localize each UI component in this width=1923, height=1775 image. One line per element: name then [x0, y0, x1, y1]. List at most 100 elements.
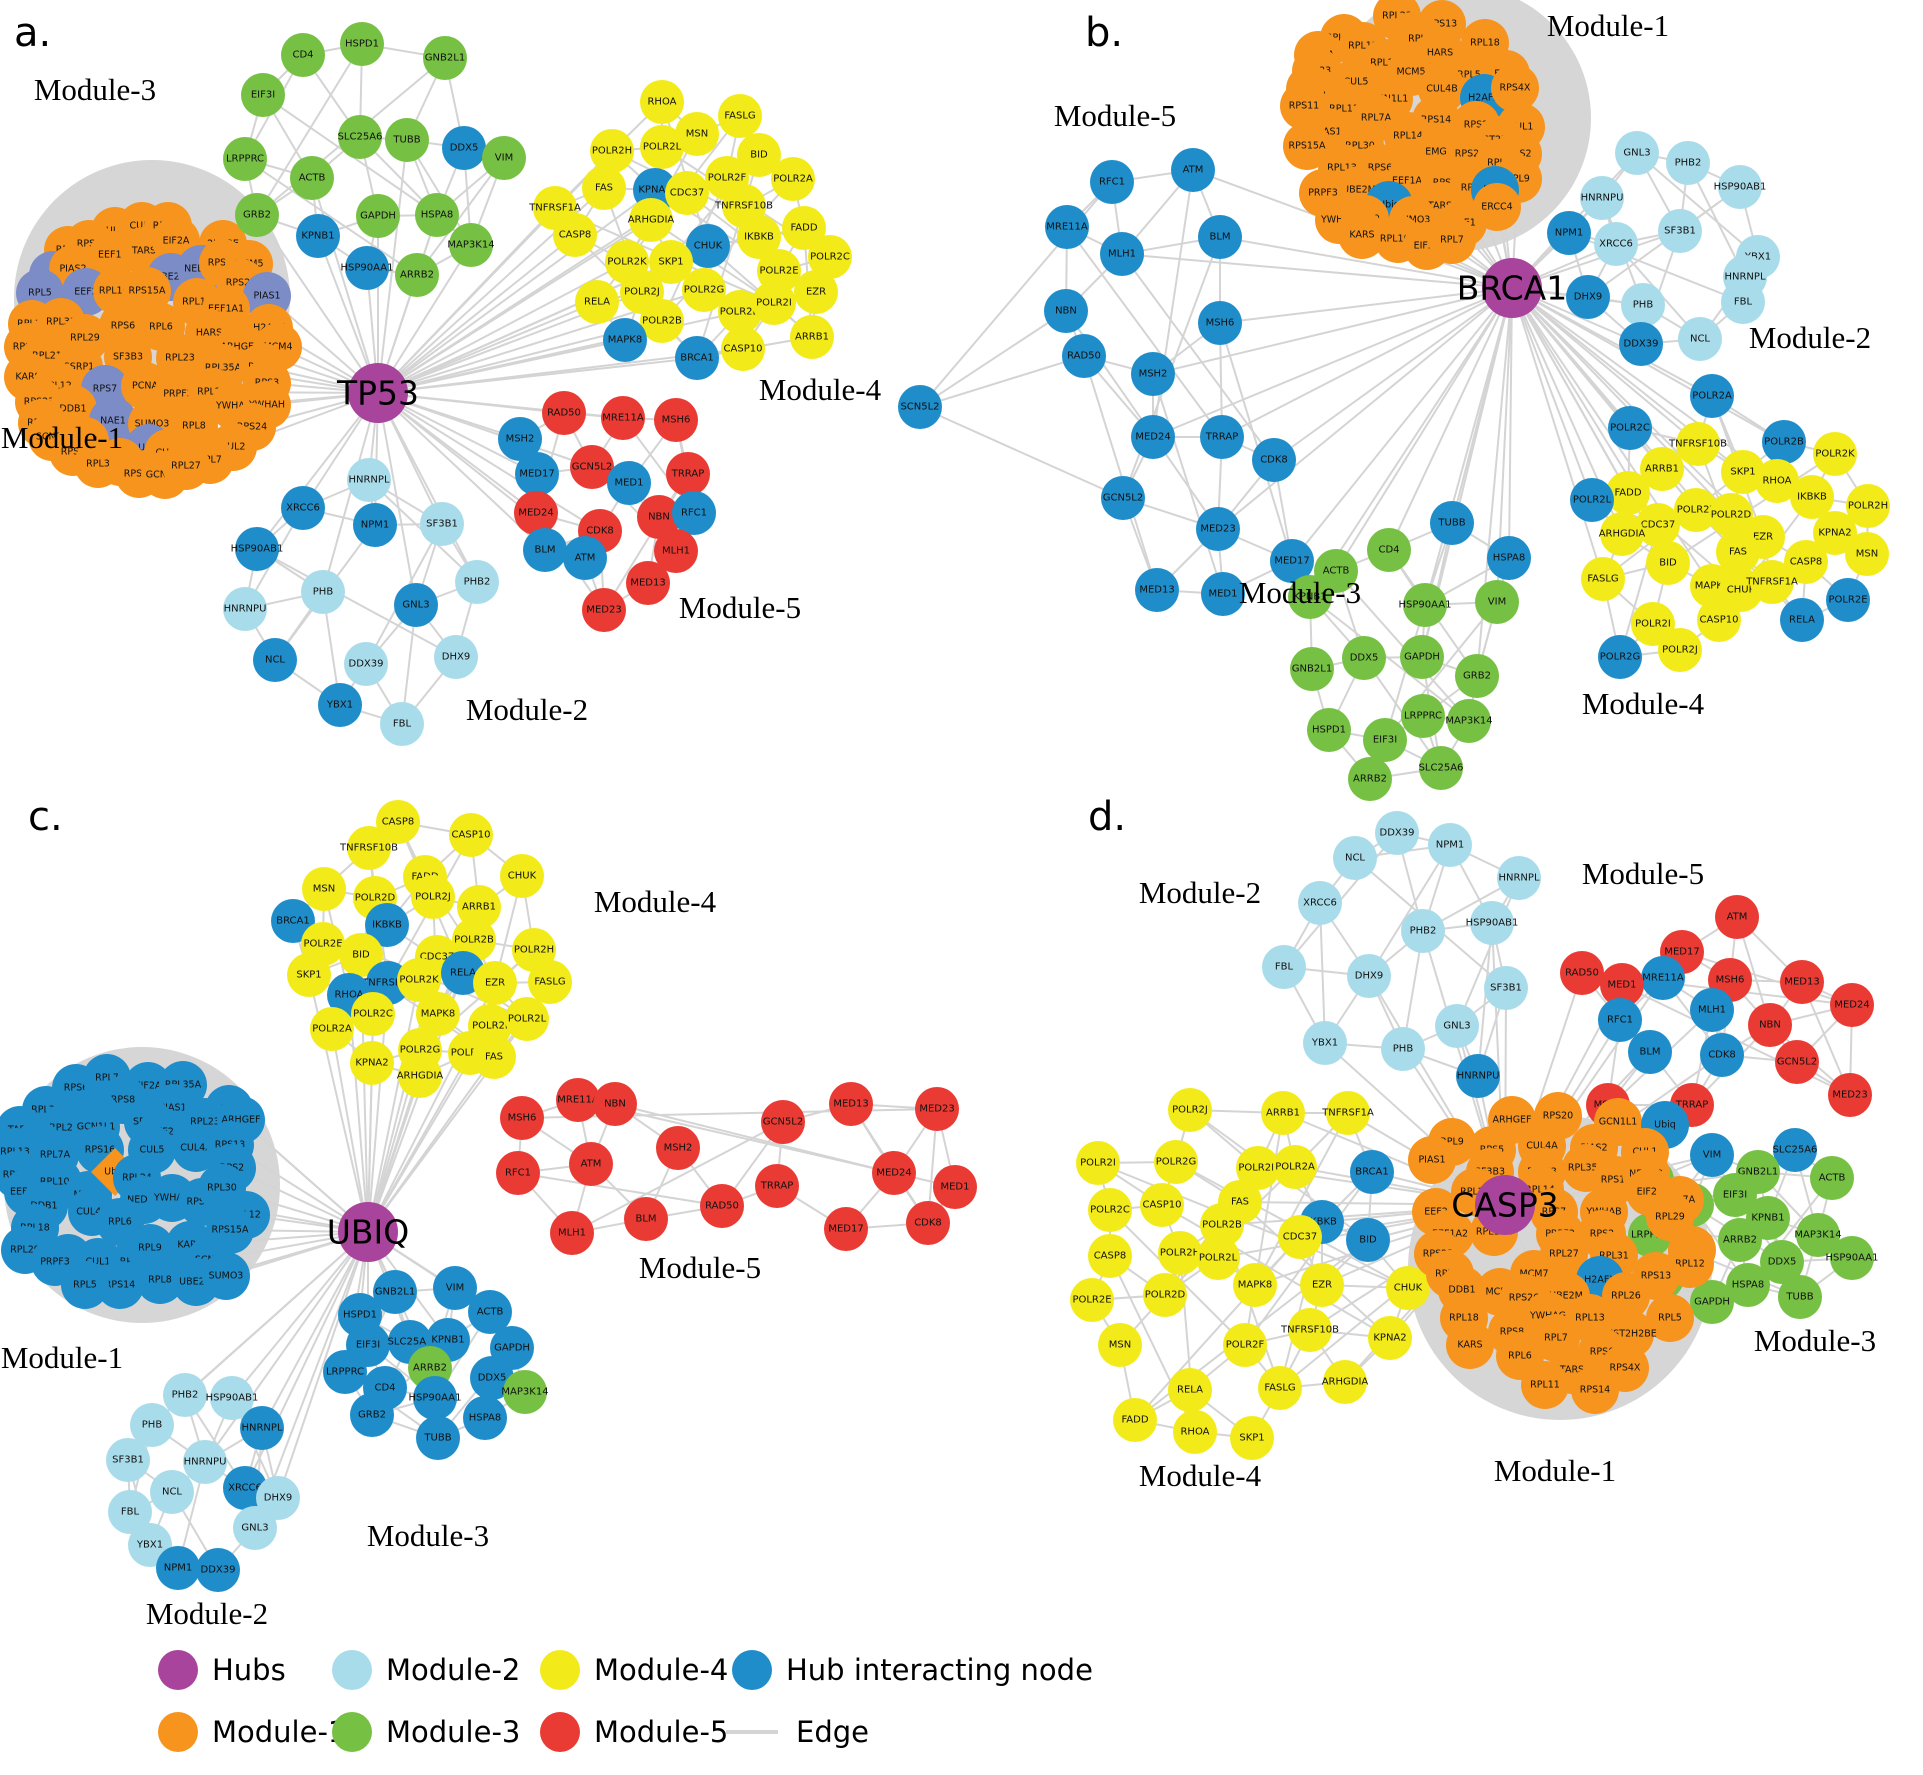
- node-HSP90AA1: [1830, 1236, 1874, 1280]
- node-label-GCN1L1: GCN1L1: [1599, 1117, 1637, 1128]
- node-POLR2D: [1143, 1273, 1187, 1317]
- node-RHOA: [640, 80, 684, 124]
- hub-edge: [204, 1231, 369, 1463]
- node-label-MSN: MSN: [686, 129, 708, 140]
- node-label-FBL: FBL: [393, 719, 412, 730]
- node-label-POLR2G: POLR2G: [1600, 652, 1641, 663]
- node-BID: [339, 933, 383, 977]
- node-label-RPS26: RPS26: [1509, 1293, 1539, 1304]
- node-HSPD1: [340, 22, 384, 66]
- legend-swatch-module-2: [332, 1650, 372, 1690]
- node-label-RPL26: RPL26: [197, 387, 227, 398]
- node-label-RPL14: RPL14: [182, 297, 212, 308]
- node-RPL5: [61, 1261, 109, 1309]
- node-label-MED24: MED24: [1834, 1000, 1869, 1011]
- node-label-RPL21: RPL21: [1370, 58, 1400, 69]
- node-label-RPL10A: RPL10A: [99, 286, 136, 297]
- edge: [919, 406, 1124, 499]
- hub-edge: [377, 189, 656, 394]
- node-label-CHUK: CHUK: [1727, 585, 1756, 596]
- hub-edge: [331, 1028, 369, 1233]
- node-label-POLR2C: POLR2C: [353, 1009, 393, 1020]
- node-label-TARS: TARS: [131, 246, 156, 257]
- node-label-UBE2M: UBE2M: [1549, 1291, 1583, 1302]
- node-EZR: [473, 961, 517, 1005]
- node-label-RPL6: RPL6: [149, 322, 173, 333]
- node-label-GNL3: GNL3: [402, 600, 429, 611]
- node-FASLG: [528, 960, 572, 1004]
- legend-label-edge: Edge: [796, 1715, 869, 1749]
- cluster-d-module-1: ARHGEFRPS20GCN1L1UbiqRPL9PIAS1RPS5CUL4AP…: [1408, 1092, 1716, 1414]
- node-ARRB1: [1261, 1091, 1305, 1135]
- node-label-GNB2L1: GNB2L1: [375, 1287, 415, 1298]
- node-label-IKBKB: IKBKB: [744, 232, 774, 243]
- node-label-TNFRSF1A: TNFRSF1A: [1745, 577, 1798, 588]
- node-MED23: [1196, 507, 1240, 551]
- node-label-HIST2H2BE: HIST2H2BE: [1603, 1329, 1657, 1340]
- node-label-RHOA: RHOA: [334, 990, 363, 1001]
- node-label-POLR2I: POLR2I: [756, 298, 792, 309]
- node-CHUK: [686, 224, 730, 268]
- node-label-RFC1: RFC1: [1607, 1015, 1633, 1026]
- node-EIF3I: [241, 73, 285, 117]
- node-TUBB: [416, 1416, 460, 1460]
- node-label-RPL8: RPL8: [148, 1275, 172, 1286]
- panel-letter-a: a.: [14, 10, 51, 56]
- node-label-SKP1: SKP1: [1730, 467, 1755, 478]
- node-label-POLR2A: POLR2A: [773, 174, 813, 185]
- node-label-RPS2: RPS2: [1590, 1229, 1614, 1240]
- cluster-c-module-1: RPS6RPL7EIF2ARPL35ARPS8PIAS1YWHAGRPL31RP…: [0, 1054, 270, 1309]
- node-SKP1: [649, 240, 693, 284]
- node-label-KPNA2: KPNA2: [1373, 1333, 1406, 1344]
- node-ARHGDIA: [1323, 1360, 1367, 1404]
- node-label-ARRB1: ARRB1: [1645, 464, 1679, 475]
- node-label-RPL18: RPL18: [20, 1223, 50, 1234]
- node-label-CDC37: CDC37: [670, 188, 704, 199]
- node-FADD: [1113, 1398, 1157, 1442]
- node-label-FBL: FBL: [1734, 297, 1753, 308]
- node-label-RPS4X: RPS4X: [1610, 1363, 1641, 1374]
- node-label-TUBB: TUBB: [392, 135, 420, 146]
- node-label-POLR2C: POLR2C: [1090, 1205, 1130, 1216]
- node-label-RPL9: RPL9: [1440, 1137, 1464, 1148]
- node-label-RAD50: RAD50: [705, 1201, 739, 1212]
- hub-edge: [1152, 287, 1513, 375]
- hub-edge: [1221, 287, 1513, 438]
- node-CASP10: [721, 327, 765, 371]
- node-label-EIF3I: EIF3I: [356, 1340, 380, 1351]
- node-label-GCN5L2: GCN5L2: [572, 462, 613, 473]
- node-label-BRCA1: BRCA1: [680, 353, 714, 364]
- node-ARHGDIA: [629, 198, 673, 242]
- node-label-HSP90AB1: HSP90AB1: [206, 1393, 259, 1404]
- node-label-RPL8: RPL8: [182, 421, 206, 432]
- node-RPL23: [156, 334, 204, 382]
- node-ARRB1: [457, 885, 501, 929]
- node-label-FAS: FAS: [1231, 1197, 1249, 1208]
- node-POLR2L: [1570, 478, 1614, 522]
- node-label-POLR2K: POLR2K: [607, 257, 647, 268]
- node-NCL: [253, 638, 297, 682]
- node-label-RPS15A: RPS15A: [1289, 141, 1326, 152]
- node-label-CUL1: CUL1: [86, 1257, 111, 1268]
- module-label-d-module-3: Module-3: [1754, 1323, 1876, 1358]
- node-label-SUMO3: SUMO3: [135, 419, 170, 430]
- node-label-SF3B1: SF3B1: [426, 519, 458, 530]
- node-label-POLR2B: POLR2B: [454, 935, 494, 946]
- cluster-a-module-4: RHOA FASLG MSN POLR2H POLR2L BID FAS KPNA2CDC37…: [528, 80, 852, 380]
- node-label-TNFRSF10B: TNFRSF10B: [339, 843, 398, 854]
- node-KPNB1: [1288, 575, 1332, 619]
- node-MRE11A: [1641, 956, 1685, 1000]
- node-label-RPL10A: RPL10A: [40, 1177, 77, 1188]
- node-label-POLR2I: POLR2I: [1635, 619, 1671, 630]
- node-label-MED17: MED17: [828, 1224, 863, 1235]
- node-label-RPL18: RPL18: [1449, 1313, 1479, 1324]
- node-label-EZR: EZR: [806, 287, 826, 298]
- node-label-FASLG: FASLG: [534, 977, 565, 988]
- node-label-HARS: HARS: [1427, 48, 1453, 59]
- node-label-CASP8: CASP8: [1790, 557, 1823, 568]
- node-MED24: [1131, 415, 1175, 459]
- node-label-CASP8: CASP8: [1094, 1251, 1127, 1262]
- module-label-b-module-3: Module-3: [1239, 575, 1361, 610]
- node-label-MED24: MED24: [518, 508, 553, 519]
- node-label-MAP3K14: MAP3K14: [501, 1387, 548, 1398]
